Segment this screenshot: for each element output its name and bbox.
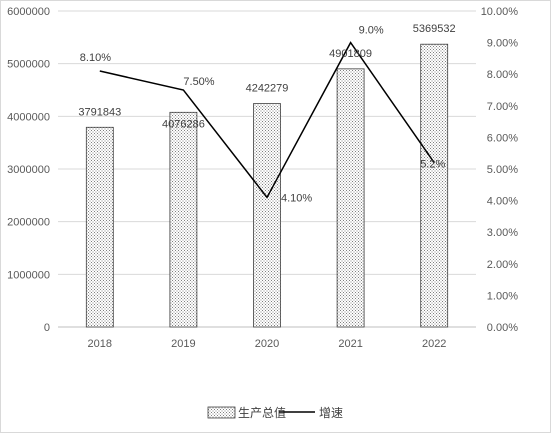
right-axis-tick-label: 7.00%	[487, 101, 518, 113]
line-data-label: 5.2%	[420, 159, 445, 171]
legend-swatch-bar	[207, 406, 236, 419]
right-axis-tick-label: 1.00%	[487, 290, 518, 302]
bar-data-labels: 3791843 4076286 4242279 4901809 5369532	[78, 23, 455, 130]
legend-label-bar: 生产总值	[238, 405, 286, 420]
right-axis-tick-label: 0.00%	[487, 322, 518, 334]
line-series	[99, 41, 435, 199]
line-data-label: 9.0%	[359, 25, 384, 37]
x-axis-tick-label: 2019	[171, 338, 195, 350]
x-axis-tick-label: 2021	[338, 338, 362, 350]
right-axis-tick-label: 9.00%	[487, 38, 518, 50]
bar	[253, 103, 281, 328]
line-data-labels: 8.10% 7.50% 4.10% 9.0% 5.2%	[80, 25, 446, 205]
bar-series	[85, 43, 449, 328]
line-data-label: 8.10%	[80, 52, 111, 64]
right-axis-tick-label: 2.00%	[487, 259, 518, 271]
bar	[85, 126, 114, 328]
left-axis: 0 1000000 2000000 3000000 4000000 5000000 6000…	[7, 6, 50, 334]
growth-line	[99, 41, 435, 199]
bar	[420, 43, 449, 328]
bar-data-label: 3791843	[78, 106, 121, 118]
line-data-label: 7.50%	[183, 76, 214, 88]
x-axis-tick-label: 2020	[255, 338, 279, 350]
bar-data-label: 5369532	[413, 23, 456, 35]
right-axis-tick-label: 10.00%	[481, 6, 519, 18]
left-axis-tick-label: 0	[44, 322, 50, 334]
left-axis-tick-label: 3000000	[7, 164, 50, 176]
left-axis-tick-label: 5000000	[7, 59, 50, 71]
bar	[169, 111, 198, 328]
bar-data-label: 4242279	[246, 83, 289, 95]
right-axis-tick-label: 3.00%	[487, 227, 518, 239]
left-axis-tick-label: 6000000	[7, 6, 50, 18]
right-axis-tick-label: 4.00%	[487, 196, 518, 208]
left-axis-tick-label: 4000000	[7, 111, 50, 123]
right-axis-tick-label: 6.00%	[487, 132, 518, 144]
x-axis-tick-label: 2018	[88, 338, 112, 350]
x-axis: 2018 2019 2020 2021 2022	[88, 338, 447, 350]
right-axis: 0.00% 1.00% 2.00% 3.00% 4.00% 5.00% 6.00% 7.00%…	[481, 6, 519, 334]
right-axis-tick-label: 5.00%	[487, 164, 518, 176]
x-axis-tick-label: 2022	[422, 338, 446, 350]
line-data-label: 4.10%	[281, 192, 312, 204]
legend: 生产总值 增速	[207, 405, 343, 420]
bar-data-label: 4901809	[329, 48, 372, 60]
bar	[336, 68, 365, 328]
bar-data-label: 4076286	[162, 118, 205, 130]
right-axis-tick-label: 8.00%	[487, 69, 518, 81]
left-axis-tick-label: 1000000	[7, 269, 50, 281]
legend-label-line: 增速	[319, 406, 343, 420]
left-axis-tick-label: 2000000	[7, 217, 50, 229]
